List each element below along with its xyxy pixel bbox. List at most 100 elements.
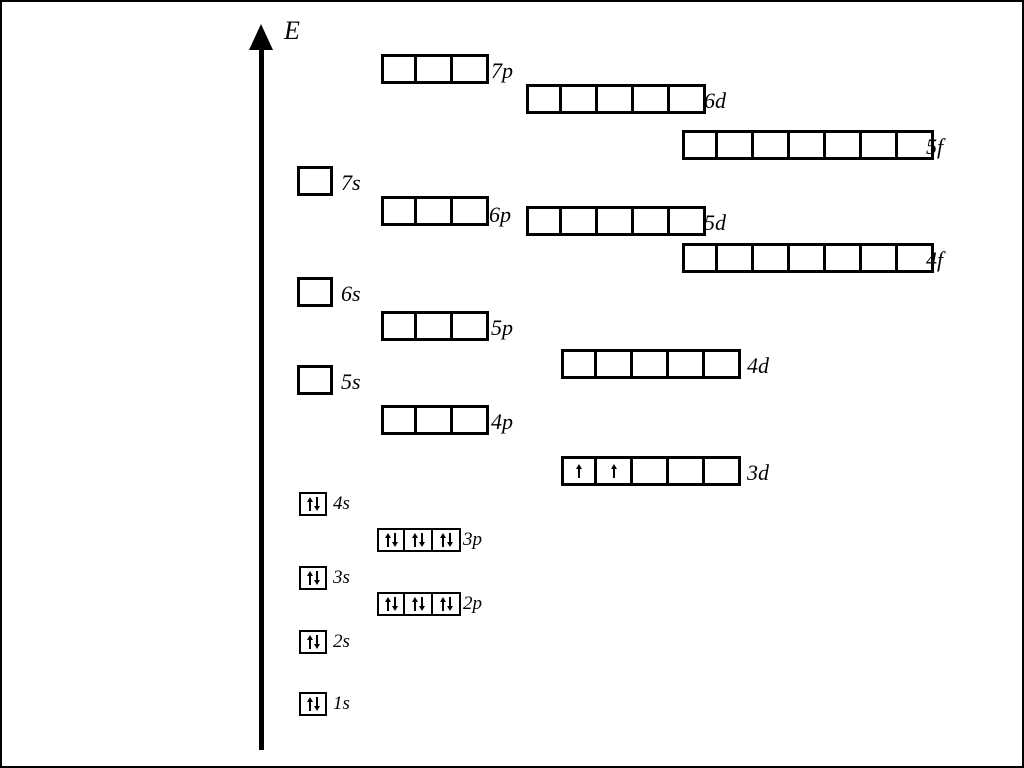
orbital-label-6d: 6d — [704, 88, 726, 114]
orbital-box — [381, 196, 417, 226]
orbital-box — [633, 349, 669, 379]
orbital-box — [790, 243, 826, 273]
orbital-box — [790, 130, 826, 160]
orbital-4s — [299, 492, 327, 516]
orbital-box — [597, 456, 633, 486]
energy-axis-label: E — [284, 16, 300, 46]
electron-up-icon — [307, 571, 312, 585]
orbital-box — [453, 405, 489, 435]
orbital-1s — [299, 692, 327, 716]
orbital-box — [526, 206, 562, 236]
electron-down-icon — [419, 597, 424, 611]
orbital-label-3s: 3s — [333, 567, 350, 589]
orbital-box — [682, 243, 718, 273]
orbital-box — [297, 277, 333, 307]
orbital-box — [826, 243, 862, 273]
electron-down-icon — [314, 571, 319, 585]
orbital-label-3p: 3p — [463, 529, 482, 551]
orbital-label-2s: 2s — [333, 631, 350, 653]
orbital-box — [862, 243, 898, 273]
orbital-box — [670, 206, 706, 236]
orbital-label-5f: 5f — [926, 134, 943, 160]
orbital-box — [377, 528, 405, 552]
orbital-box — [417, 311, 453, 341]
orbital-box — [377, 592, 405, 616]
electron-down-icon — [314, 635, 319, 649]
orbital-box — [562, 84, 598, 114]
electron-down-icon — [447, 533, 452, 547]
orbital-label-4s: 4s — [333, 493, 350, 515]
orbital-6d — [526, 84, 706, 114]
electron-up-icon — [385, 597, 390, 611]
electron-up-icon — [412, 597, 417, 611]
electron-up-icon — [440, 597, 445, 611]
orbital-box — [561, 456, 597, 486]
orbital-box — [669, 349, 705, 379]
orbital-label-7s: 7s — [341, 170, 361, 196]
energy-axis-arrowhead — [249, 24, 273, 50]
electron-up-icon — [385, 533, 390, 547]
orbital-5d — [526, 206, 706, 236]
orbital-box — [561, 349, 597, 379]
orbital-box — [669, 456, 705, 486]
energy-axis — [259, 48, 264, 750]
electron-up-icon — [307, 497, 312, 511]
orbital-box — [417, 196, 453, 226]
orbital-box — [299, 630, 327, 654]
orbital-box — [634, 84, 670, 114]
orbital-box — [453, 311, 489, 341]
orbital-label-5p: 5p — [491, 315, 513, 341]
orbital-label-2p: 2p — [463, 593, 482, 615]
electron-up-icon — [307, 697, 312, 711]
orbital-4d — [561, 349, 741, 379]
orbital-2p — [377, 592, 461, 616]
orbital-box — [718, 243, 754, 273]
orbital-box — [754, 243, 790, 273]
orbital-box — [826, 130, 862, 160]
orbital-box — [633, 456, 669, 486]
orbital-box — [682, 130, 718, 160]
diagram-frame: E 1s2s2p3s3p4s3d4p5s4d5p6s4f5d6p7s5f6d7p — [0, 0, 1024, 768]
orbital-5s — [297, 365, 333, 395]
electron-up-icon — [412, 533, 417, 547]
orbital-3p — [377, 528, 461, 552]
orbital-2s — [299, 630, 327, 654]
orbital-box — [634, 206, 670, 236]
electron-up-icon — [307, 635, 312, 649]
orbital-box — [297, 166, 333, 196]
orbital-label-6s: 6s — [341, 281, 361, 307]
orbital-box — [453, 54, 489, 84]
orbital-4p — [381, 405, 489, 435]
orbital-box — [705, 349, 741, 379]
electron-down-icon — [314, 697, 319, 711]
orbital-label-1s: 1s — [333, 693, 350, 715]
orbital-box — [381, 54, 417, 84]
orbital-box — [562, 206, 598, 236]
orbital-7p — [381, 54, 489, 84]
orbital-6p — [381, 196, 489, 226]
orbital-box — [670, 84, 706, 114]
orbital-label-5s: 5s — [341, 369, 361, 395]
orbital-box — [405, 528, 433, 552]
orbital-box — [433, 592, 461, 616]
orbital-label-4f: 4f — [926, 247, 943, 273]
orbital-label-4d: 4d — [747, 353, 769, 379]
orbital-3s — [299, 566, 327, 590]
orbital-box — [598, 206, 634, 236]
orbital-box — [526, 84, 562, 114]
orbital-label-6p: 6p — [489, 202, 511, 228]
orbital-box — [299, 566, 327, 590]
orbital-box — [705, 456, 741, 486]
orbital-box — [598, 84, 634, 114]
orbital-box — [297, 365, 333, 395]
orbital-box — [862, 130, 898, 160]
orbital-box — [381, 405, 417, 435]
orbital-label-3d: 3d — [747, 460, 769, 486]
orbital-box — [299, 692, 327, 716]
orbital-box — [417, 405, 453, 435]
electron-up-icon — [577, 464, 582, 478]
orbital-6s — [297, 277, 333, 307]
orbital-label-5d: 5d — [704, 210, 726, 236]
orbital-box — [405, 592, 433, 616]
orbital-box — [299, 492, 327, 516]
